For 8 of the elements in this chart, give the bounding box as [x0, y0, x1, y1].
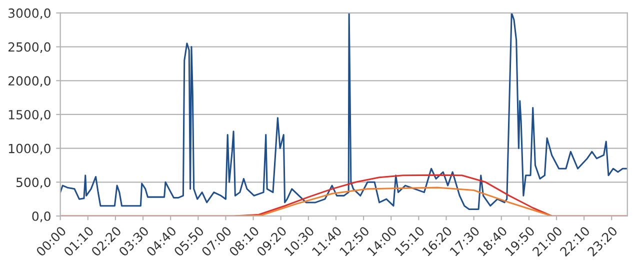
- y-tick-label: 2500,0: [8, 42, 50, 53]
- y-tick-label: 500,0: [16, 178, 50, 188]
- y-tick-label: 0,0: [32, 211, 50, 222]
- line-series: [234, 186, 553, 216]
- y-tick-label: 1000,0: [8, 144, 50, 155]
- y-tick-label: 1500,0: [8, 110, 50, 121]
- y-tick-label: 3000,0: [8, 8, 50, 20]
- y-tick-label: 2000,0: [8, 76, 50, 87]
